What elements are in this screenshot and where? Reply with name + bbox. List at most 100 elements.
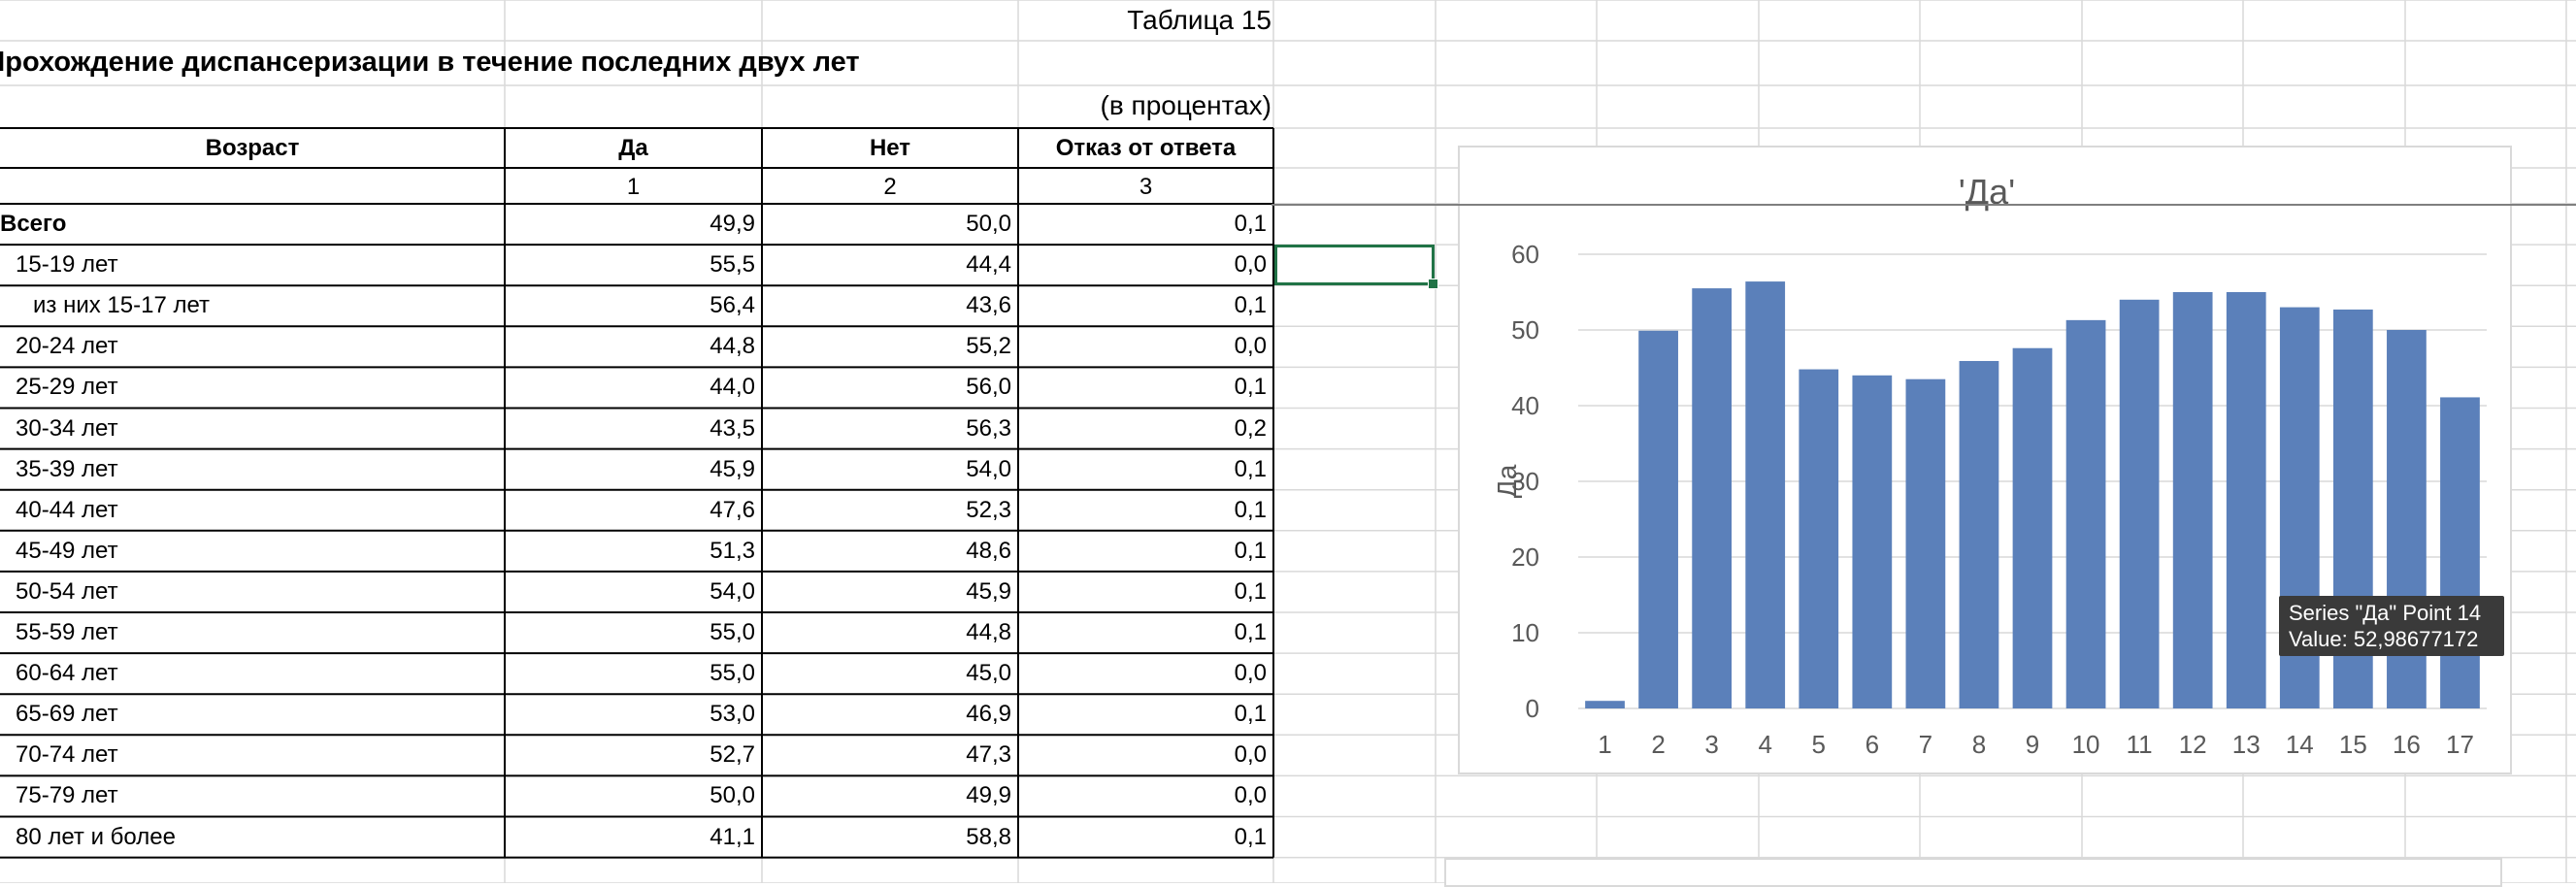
row-label: 70-74 лет <box>16 741 118 769</box>
y-tick-label: 60 <box>1511 240 1539 269</box>
cell-net: 46,9 <box>966 701 1011 728</box>
header-otkaz: Отказ от ответа <box>1055 135 1237 161</box>
row-label: 25-29 лет <box>16 374 118 401</box>
x-tick-label: 17 <box>2446 730 2474 759</box>
cell-da: 55,0 <box>710 660 755 687</box>
bar[interactable] <box>2440 397 2480 708</box>
cell-net: 44,8 <box>966 619 1011 645</box>
cell-da: 41,1 <box>710 823 755 850</box>
bar[interactable] <box>1905 378 1946 708</box>
cell-net: 44,4 <box>966 251 1011 279</box>
row-label: 40-44 лет <box>16 496 118 523</box>
x-tick-label: 13 <box>2232 730 2261 759</box>
cell-da: 55,5 <box>710 251 755 279</box>
y-tick-label: 10 <box>1511 618 1539 647</box>
row-label: 20-24 лет <box>16 333 118 360</box>
cell-otkaz: 0,1 <box>1234 619 1267 645</box>
bar[interactable] <box>1959 360 1999 708</box>
bar[interactable] <box>1585 701 1625 708</box>
cell-da: 44,0 <box>710 374 755 401</box>
table-number: Таблица 15 <box>1127 5 1271 35</box>
cell-net: 48,6 <box>966 537 1011 564</box>
y-tick-label: 40 <box>1511 391 1539 420</box>
cell-otkaz: 0,0 <box>1234 251 1267 279</box>
bar[interactable] <box>2119 299 2160 708</box>
x-tick-label: 7 <box>1919 730 1932 759</box>
second-chart-edge[interactable] <box>1444 858 2502 887</box>
cell-net: 45,9 <box>966 577 1011 605</box>
y-tick-label: 30 <box>1511 467 1539 496</box>
cell-da: 47,6 <box>710 496 755 523</box>
cell-net: 56,0 <box>966 374 1011 401</box>
cell-da: 53,0 <box>710 701 755 728</box>
cell-da: 55,0 <box>710 619 755 645</box>
chart[interactable]: 'Да' 0 10 20 30 40 50 60 Да 1 2 3 4 5 6 7 8 9 10 11 12 13 14 15… <box>1458 146 2512 774</box>
cell-da: 56,4 <box>710 292 755 319</box>
cell-da: 52,7 <box>710 741 755 769</box>
bar[interactable] <box>1799 369 1839 708</box>
cell-otkaz: 0,0 <box>1234 741 1267 769</box>
cell-otkaz: 0,1 <box>1234 701 1267 728</box>
cell-da: 43,5 <box>710 414 755 442</box>
cell-net: 50,0 <box>966 211 1011 237</box>
cell-otkaz: 0,1 <box>1234 823 1267 850</box>
bar[interactable] <box>2065 319 2106 708</box>
tooltip-series: Series "Да" Point 14 <box>2289 601 2482 625</box>
x-tick-label: 11 <box>2127 730 2153 759</box>
bar[interactable] <box>1745 281 1786 708</box>
fill-handle[interactable] <box>1428 279 1438 289</box>
x-tick-label: 1 <box>1598 730 1611 759</box>
x-tick-label: 15 <box>2339 730 2367 759</box>
cell-net: 52,3 <box>966 496 1011 523</box>
x-tick-label: 6 <box>1866 730 1879 759</box>
bar[interactable] <box>2172 292 2213 708</box>
cell-net: 54,0 <box>966 455 1011 482</box>
cell-otkaz: 0,1 <box>1234 496 1267 523</box>
cell-net: 56,3 <box>966 414 1011 442</box>
bar[interactable] <box>1692 288 1733 708</box>
bar[interactable] <box>1852 375 1893 708</box>
cell-net: 43,6 <box>966 292 1011 319</box>
x-tick-label: 16 <box>2393 730 2421 759</box>
bar[interactable] <box>2226 292 2266 708</box>
cell-otkaz: 0,1 <box>1234 292 1267 319</box>
cell-otkaz: 0,0 <box>1234 660 1267 687</box>
row-label: 45-49 лет <box>16 537 118 564</box>
cell-da: 54,0 <box>710 577 755 605</box>
header-age: Возраст <box>205 135 300 161</box>
x-tick-label: 14 <box>2286 730 2314 759</box>
chart-tooltip: Series "Да" Point 14 Value: 52,98677172 <box>2279 596 2504 656</box>
cell-otkaz: 0,0 <box>1234 333 1267 360</box>
header-net: Нет <box>869 135 911 161</box>
cell-otkaz: 0,1 <box>1234 455 1267 482</box>
row-label: 35-39 лет <box>16 455 118 482</box>
cell-otkaz: 0,2 <box>1234 414 1267 442</box>
row-label: 80 лет и более <box>16 823 176 850</box>
x-tick-label: 9 <box>2026 730 2039 759</box>
bar[interactable] <box>1638 330 1678 708</box>
x-tick-label: 10 <box>2072 730 2100 759</box>
table-title: Прохождение диспансеризации в течение по… <box>0 47 860 78</box>
colnum-3: 3 <box>1139 174 1153 200</box>
row-label: Всего <box>0 211 67 237</box>
cell-net: 45,0 <box>966 660 1011 687</box>
x-tick-label: 8 <box>1972 730 1986 759</box>
cell-da: 45,9 <box>710 455 755 482</box>
cell-net: 47,3 <box>966 741 1011 769</box>
x-tick-label: 4 <box>1758 730 1771 759</box>
selected-cell[interactable] <box>1274 245 1438 289</box>
cell-otkaz: 0,1 <box>1234 577 1267 605</box>
y-tick-label: 50 <box>1511 315 1539 345</box>
x-tick-label: 12 <box>2179 730 2207 759</box>
cell-da: 50,0 <box>710 782 755 809</box>
row-label: 50-54 лет <box>16 577 118 605</box>
tooltip-value: Value: 52,98677172 <box>2289 627 2479 651</box>
y-tick-label: 20 <box>1511 542 1539 572</box>
colnum-2: 2 <box>883 174 897 200</box>
bar[interactable] <box>2012 347 2053 708</box>
freeze-pane-line[interactable] <box>1271 204 2576 206</box>
row-label: 60-64 лет <box>16 660 118 687</box>
cell-da: 44,8 <box>710 333 755 360</box>
colnum-1: 1 <box>626 174 641 200</box>
